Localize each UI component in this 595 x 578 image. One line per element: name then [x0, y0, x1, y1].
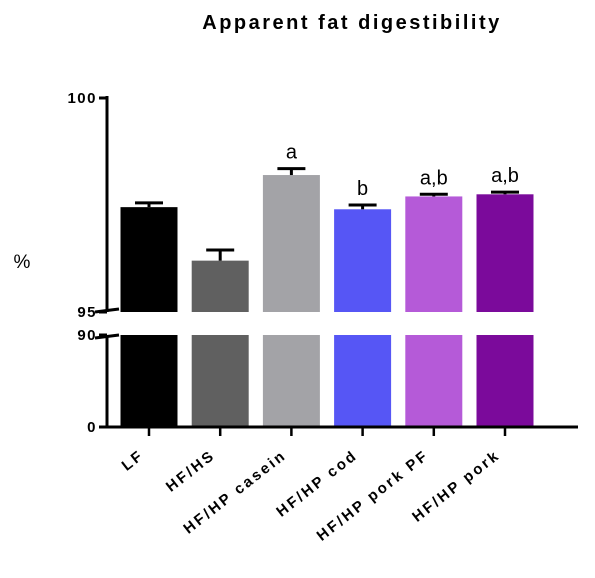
bar-upper — [120, 207, 178, 312]
chart-title: Apparent fat digestibility — [202, 12, 501, 34]
category-label: HF/HS — [163, 447, 219, 496]
bar-lower — [405, 335, 463, 427]
y-tick-label: 90 — [77, 327, 97, 344]
significance-label: a — [286, 142, 298, 164]
bar-upper — [476, 194, 534, 312]
bar-upper — [334, 209, 392, 312]
bar-upper — [262, 175, 320, 312]
bar-lower — [476, 335, 534, 427]
y-axis-label: % — [14, 252, 31, 273]
significance-label: a,b — [420, 167, 448, 189]
bar-upper — [191, 260, 249, 312]
y-tick-label: 100 — [67, 90, 97, 107]
bar-lower — [334, 335, 392, 427]
bar-lower — [262, 335, 320, 427]
y-tick-label: 0 — [87, 419, 97, 436]
bar-lower — [120, 335, 178, 427]
category-label: LF — [119, 447, 148, 475]
significance-label: b — [357, 178, 368, 200]
bar-lower — [191, 335, 249, 427]
significance-label: a,b — [491, 165, 519, 187]
y-tick-label: 95 — [77, 304, 97, 321]
bar-upper — [405, 196, 463, 312]
